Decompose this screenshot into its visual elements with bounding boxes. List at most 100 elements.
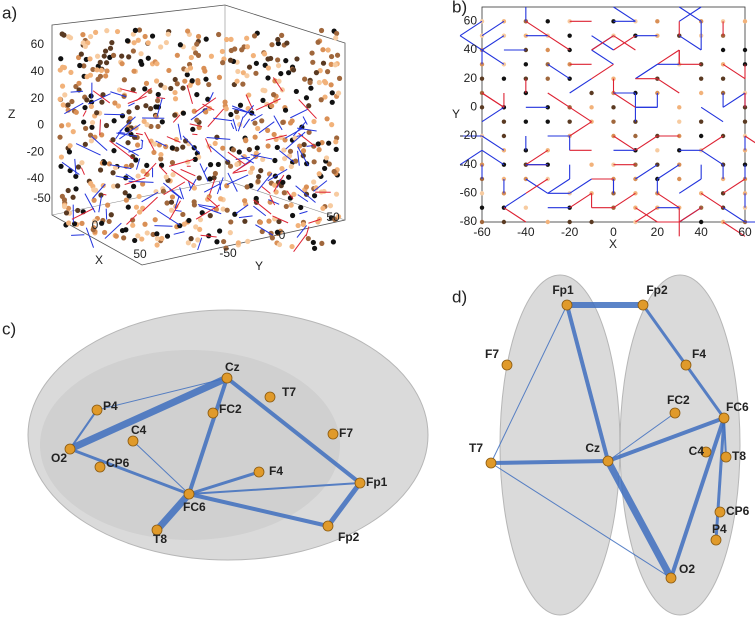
connection [714,417,726,541]
link [124,177,146,186]
electrode-label: C4 [689,444,705,458]
grid-dot [479,76,485,81]
scatter-dot [258,168,264,174]
scatter-dot [271,182,278,188]
scatter-dot [284,40,290,46]
scatter-dot [216,31,222,38]
scatter-dot [276,78,282,84]
scatter-dot [153,104,159,110]
scatter-dot [260,156,266,163]
electrode [183,488,195,500]
scatter-dot [102,48,109,54]
scatter-dot [119,113,126,119]
link [235,204,249,214]
scatter-dot [90,227,96,233]
scatter-dot [103,73,109,79]
scatter-dot [113,233,119,239]
scatter-dot [300,221,306,228]
scatter-dot [269,42,275,48]
link [525,20,549,37]
scatter-dot [253,195,259,202]
scatter-dot [252,120,258,126]
connection [69,409,98,450]
link [126,214,138,225]
connection [69,447,190,496]
scatter-dot [174,52,180,58]
scatter-dot [58,163,64,169]
scatter-dot [192,156,198,162]
scatter-dot [70,194,76,200]
scatter-dot [199,210,205,216]
electrode-label: C4 [131,423,147,437]
y-tick-label: -20 [460,128,478,142]
scatter-dot [73,173,79,179]
scatter-dot [99,99,105,105]
link [459,20,483,37]
link [91,136,108,151]
scatter-dot [211,175,217,181]
scatter-dot [155,91,161,98]
link [285,131,306,150]
scatter-dot [91,187,97,193]
link [92,183,106,199]
scatter-dot [126,119,132,125]
scatter-dot [143,80,150,86]
link [154,225,173,227]
scatter-dot [329,90,335,96]
scatter-dot [158,151,164,158]
scatter-dot [100,182,106,189]
scatter-dot [62,92,68,98]
link [136,87,152,102]
link [250,154,273,160]
grid-dot [545,76,550,81]
scatter-dot [82,104,88,111]
scatter-dot [261,51,268,57]
scatter-dot [119,227,126,234]
scatter-dot [138,51,144,57]
scatter-dot [318,97,324,103]
link [635,135,658,151]
scatter-dot [65,107,71,113]
link [175,209,182,212]
scatter-dot [329,122,335,128]
scatter-dot [193,224,199,230]
link [206,197,219,208]
scatter-dot [329,99,335,105]
link [169,189,183,200]
scatter-dot [274,229,281,235]
scatter-dot [223,245,229,251]
grid-dot [545,219,550,225]
scatter-dot [298,204,304,211]
scatter-dot [235,68,241,75]
grid-dot [677,105,682,110]
link [202,103,215,111]
link [143,162,157,177]
grid-dot [567,119,572,124]
link [233,161,251,173]
link [255,224,274,236]
connection [188,492,329,528]
link [253,199,272,215]
link [481,20,505,37]
x-tick-label: 0 [610,225,617,239]
scatter-dot [93,29,99,35]
grid-dot [720,76,726,81]
scatter-dot [234,78,240,84]
scatter-dot [66,220,72,226]
scatter-dot [131,68,137,74]
link [115,175,134,180]
scatter-dot [269,103,275,109]
scatter-dot [220,60,226,66]
scatter-dot [303,95,310,101]
scatter-dot [78,51,84,57]
link [678,35,702,51]
scatter-dot [244,73,250,79]
link [308,218,321,224]
scatter-dot [266,218,272,224]
connection [604,459,675,580]
scatter-dot [214,134,220,140]
electrode-label: Fp2 [338,530,360,544]
electrode-label: P4 [103,399,118,413]
scatter-dot [318,27,325,34]
scatter-dot [239,47,245,53]
